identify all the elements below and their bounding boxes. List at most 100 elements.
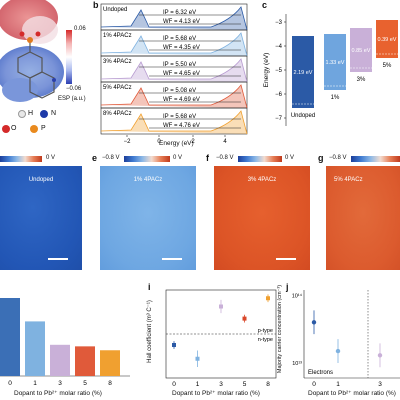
b-ip-label: IP = 5.68 eV xyxy=(163,114,196,120)
b-ip-label: IP = 6.32 eV xyxy=(163,10,196,16)
panel-label-j: j xyxy=(286,282,289,292)
h-bar xyxy=(0,298,20,376)
b-ip-label: IP = 5.68 eV xyxy=(163,36,196,42)
h-x-tick-label: 8 xyxy=(108,380,112,387)
j-point xyxy=(335,348,341,354)
i-point xyxy=(172,343,176,347)
c-band-bar xyxy=(350,28,372,72)
map-colorbar-1-max: 0 V xyxy=(46,155,56,161)
j-x-tick-label: 0 xyxy=(312,381,316,388)
carrier-concentration-chart: 10¹⁴ 10¹³ Electrons 0 1 3 xyxy=(292,290,400,388)
panel-j: 10¹⁴ 10¹³ Electrons 0 1 3 Dopant to Pb²⁺ mola… xyxy=(277,285,400,400)
i-xlabel: Dopant to Pb²⁺ molar ratio (%) xyxy=(172,390,260,397)
j-annotation: Electrons xyxy=(308,370,333,376)
j-y-tick-top: 10¹⁴ xyxy=(292,292,303,299)
c-y-tick-label: −6 xyxy=(275,92,283,98)
map-colorbar-1 xyxy=(0,156,42,162)
map-colorbar-2-min: −0.8 V xyxy=(102,155,120,161)
i-x-tick-label: 0 xyxy=(172,381,176,388)
b-xlabel: Energy (eV) xyxy=(159,140,194,147)
b-row-name: 8% 4PACz xyxy=(103,111,132,117)
b-spectrum-curve xyxy=(100,6,248,31)
panel-a: 0.06 −0.06 ESP (a.u.) H N O P xyxy=(0,0,92,140)
i-ptype-label: p-type xyxy=(258,328,273,334)
b-spectrum-curve xyxy=(100,32,248,57)
map-colorbar-2-max: 0 V xyxy=(173,155,183,161)
energy-level-chart: −3 −4 −5 −6 −7 Energy (eV) 2.19 eV Undoped 1.33 … xyxy=(263,14,398,126)
h-bar xyxy=(25,321,45,376)
j-xlabel: Dopant to Pb²⁺ molar ratio (%) xyxy=(308,390,396,397)
legend-p-label: P xyxy=(41,125,46,132)
h-x-tick-label: 0 xyxy=(8,380,12,387)
b-spectrum-curve xyxy=(100,110,248,135)
panel-c: −3 −4 −5 −6 −7 Energy (eV) 2.19 eV Undoped 1.33 … xyxy=(262,10,400,140)
h-xlabel: Dopant to Pb²⁺ molar ratio (%) xyxy=(14,390,102,397)
b-spectrum-curve xyxy=(100,84,248,109)
j-point xyxy=(311,320,317,325)
bar-chart-h: 0 1 3 5 8 xyxy=(0,298,130,387)
j-x-tick-label: 1 xyxy=(336,381,340,388)
i-point xyxy=(242,316,247,321)
panel-label-i: i xyxy=(148,282,151,292)
b-row-name: 3% 4PACz xyxy=(103,59,132,65)
legend-o-label: O xyxy=(11,125,17,132)
map-label-3pct: 3% 4PACz xyxy=(247,177,277,183)
i-point xyxy=(266,296,270,301)
map-colorbar-4 xyxy=(351,156,400,162)
i-point xyxy=(195,356,200,361)
c-band-bar xyxy=(292,36,314,108)
b-ip-label: IP = 5.08 eV xyxy=(163,88,196,94)
h-x-tick-label: 3 xyxy=(58,380,62,387)
esp-max-label: 0.06 xyxy=(74,26,86,32)
i-x-tick-label: 1 xyxy=(196,381,200,388)
panel-label-e: e xyxy=(92,153,98,163)
panel-label-g: g xyxy=(318,153,324,163)
c-y-tick-label: −4 xyxy=(275,44,283,50)
map-colorbar-3 xyxy=(238,156,282,162)
c-y-tick-label: −7 xyxy=(275,116,283,122)
h-x-tick-label: 5 xyxy=(83,380,87,387)
esp-min-label: −0.06 xyxy=(66,86,82,92)
c-ylabel: Energy (eV) xyxy=(263,53,270,88)
h-bar xyxy=(100,350,120,376)
c-band-bar xyxy=(376,20,398,58)
map-colorbar-3-max: 0 V xyxy=(285,155,295,161)
b-x-tick-label: 0 xyxy=(157,139,161,145)
c-column-label: Undoped xyxy=(291,113,315,119)
i-x-tick-label: 3 xyxy=(219,381,223,388)
j-x-tick-label: 3 xyxy=(378,381,382,388)
b-x-tick-label: −2 xyxy=(124,139,132,145)
map-label-undoped: Undoped xyxy=(28,177,54,183)
panel-b: Undoped IP = 6.32 eV WF = 4.13 eV 1% 4PACz I… xyxy=(97,0,252,150)
scale-bar xyxy=(276,258,296,260)
legend-n-label: N xyxy=(51,110,57,117)
map-label-5pct: 5% 4PACz xyxy=(334,177,363,183)
h-bar xyxy=(75,346,95,376)
c-gap-label: 2.19 eV xyxy=(294,70,313,76)
i-x-tick-label: 8 xyxy=(266,381,270,388)
j-ylabel: Majority carrier concentration (cm⁻³) xyxy=(277,284,284,374)
c-column-label: 3% xyxy=(357,77,366,83)
potential-map-5pct: 5% 4PACz xyxy=(326,166,400,270)
potential-map-undoped: Undoped xyxy=(0,166,82,270)
panel-label-f: f xyxy=(206,153,209,163)
i-ylabel: Hall coefficient (m³ C⁻¹) xyxy=(146,300,153,363)
b-x-tick-label: 2 xyxy=(191,139,195,145)
map-colorbar-2 xyxy=(124,156,170,162)
map-colorbar-3-min: −0.8 V xyxy=(216,155,234,161)
i-point xyxy=(219,304,223,309)
b-wf-label: WF = 4.76 eV xyxy=(163,123,200,129)
map-label-1pct: 1% 4PACz xyxy=(133,177,163,183)
b-wf-label: WF = 4.65 eV xyxy=(163,71,200,77)
scale-bar xyxy=(48,258,68,260)
b-wf-label: WF = 4.35 eV xyxy=(163,45,200,51)
potential-map-3pct: 3% 4PACz xyxy=(214,166,310,270)
ups-spectra-chart: Undoped IP = 6.32 eV WF = 4.13 eV 1% 4PACz I… xyxy=(100,3,248,145)
panel-i: p-type n-type 0 1 3 5 8 Dopant to Pb²⁺ molar r… xyxy=(146,286,278,400)
h-x-tick-label: 1 xyxy=(33,380,37,387)
c-column-label: 1% xyxy=(331,95,340,101)
c-gap-label: 0.85 eV xyxy=(352,48,371,54)
b-wf-label: WF = 4.69 eV xyxy=(163,97,200,103)
c-y-tick-label: −5 xyxy=(275,68,283,74)
legend-p-icon xyxy=(30,125,38,133)
